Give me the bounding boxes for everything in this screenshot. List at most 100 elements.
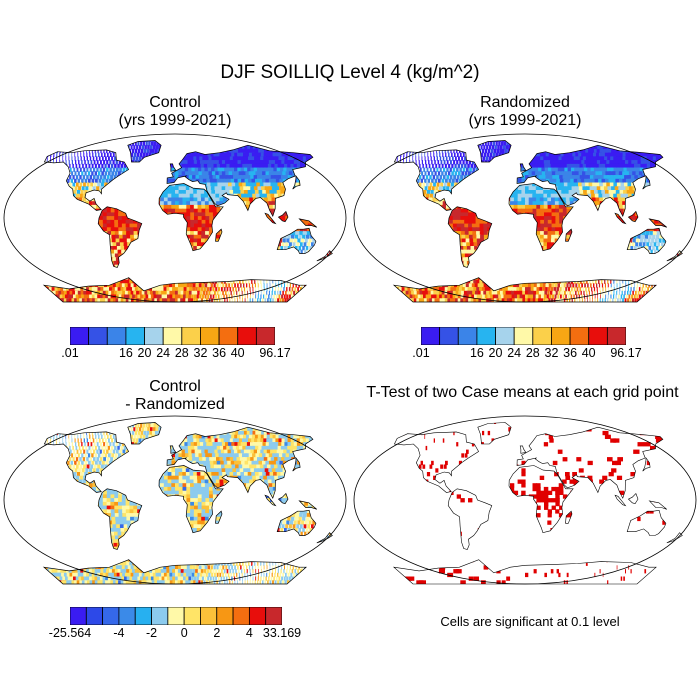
grid-cell — [106, 287, 112, 292]
grid-cell — [75, 193, 80, 198]
grid-cell — [267, 197, 273, 202]
grid-cell — [156, 219, 161, 225]
grid-cell — [86, 140, 88, 142]
grid-cell — [530, 152, 535, 157]
grid-cell — [112, 193, 117, 198]
grid-cell — [509, 163, 513, 169]
grid-cell — [140, 175, 145, 180]
grid-cell — [22, 190, 25, 194]
grid-cell — [105, 156, 107, 161]
grid-cell — [163, 208, 169, 213]
grid-cell — [548, 140, 553, 142]
grid-cell — [221, 249, 226, 254]
grid-cell — [51, 190, 55, 195]
grid-cell — [87, 216, 92, 221]
grid-cell — [215, 264, 219, 269]
grid-cell — [111, 253, 117, 258]
grid-cell — [485, 167, 489, 172]
grid-cell — [473, 175, 477, 180]
grid-cell — [649, 171, 656, 176]
grid-cell — [525, 163, 529, 169]
grid-cell — [447, 140, 448, 142]
grid-cell — [134, 294, 140, 299]
grid-cell — [246, 160, 253, 165]
grid-cell — [100, 182, 104, 187]
grid-cell — [63, 167, 65, 172]
grid-cell — [164, 193, 169, 198]
grid-cell — [209, 175, 214, 180]
grid-cell — [154, 148, 158, 154]
grid-cell — [86, 167, 89, 172]
grid-cell — [259, 253, 263, 258]
grid-cell — [518, 156, 523, 161]
grid-cell — [86, 238, 92, 243]
grid-cell — [107, 283, 113, 288]
grid-cell — [515, 160, 520, 165]
grid-cell — [232, 249, 236, 254]
grid-cell — [498, 152, 502, 157]
grid-cell — [570, 141, 576, 146]
grid-cell — [263, 167, 270, 172]
grid-cell — [288, 171, 296, 176]
grid-cell — [57, 193, 61, 198]
grid-cell — [220, 219, 225, 225]
grid-cell — [425, 140, 428, 142]
grid-cell — [318, 193, 324, 198]
grid-cell — [34, 254, 40, 258]
grid-cell — [191, 145, 196, 150]
grid-cell — [497, 145, 500, 150]
grid-cell — [471, 152, 474, 157]
grid-cell — [185, 298, 188, 302]
grid-cell — [504, 171, 509, 176]
grid-cell — [21, 261, 28, 265]
grid-cell — [403, 178, 406, 184]
grid-cell — [243, 275, 246, 281]
grid-cell — [68, 182, 72, 187]
grid-cell — [294, 246, 298, 251]
grid-cell — [149, 197, 154, 202]
grid-cell — [611, 163, 618, 169]
grid-cell — [12, 212, 16, 216]
grid-cell — [226, 148, 232, 154]
grid-cell — [620, 175, 627, 180]
grid-cell — [130, 238, 136, 243]
grid-cell — [91, 272, 98, 277]
grid-cell — [83, 216, 89, 221]
grid-cell — [515, 156, 520, 161]
grid-cell — [129, 204, 134, 210]
grid-cell — [494, 175, 498, 180]
grid-cell — [598, 156, 604, 161]
grid-cell — [149, 193, 154, 198]
grid-cell — [47, 167, 49, 172]
grid-cell — [178, 182, 183, 187]
grid-cell — [298, 234, 302, 240]
grid-cell — [60, 186, 63, 191]
grid-cell — [43, 264, 48, 269]
grid-cell — [197, 238, 202, 243]
grid-cell — [147, 178, 151, 184]
grid-cell — [307, 193, 313, 198]
grid-cell — [167, 231, 172, 236]
grid-cell — [76, 212, 81, 217]
grid-cell — [336, 235, 339, 239]
grid-cell — [16, 212, 20, 216]
grid-cell — [237, 152, 243, 157]
grid-cell — [76, 182, 79, 187]
grid-cell — [120, 298, 126, 302]
grid-cell — [86, 253, 93, 258]
grid-cell — [254, 156, 260, 161]
grid-cell — [142, 283, 147, 288]
grid-cell — [461, 171, 465, 176]
grid-cell — [266, 167, 273, 172]
grid-cell — [511, 167, 516, 172]
grid-cell — [121, 216, 127, 221]
grid-cell — [164, 140, 168, 142]
grid-cell — [330, 208, 333, 213]
grid-cell — [272, 171, 279, 176]
grid-cell — [46, 163, 48, 169]
grid-cell — [578, 141, 584, 146]
grid-cell — [338, 227, 342, 231]
grid-cell — [33, 235, 38, 239]
grid-cell — [145, 197, 150, 202]
grid-cell — [328, 234, 332, 240]
